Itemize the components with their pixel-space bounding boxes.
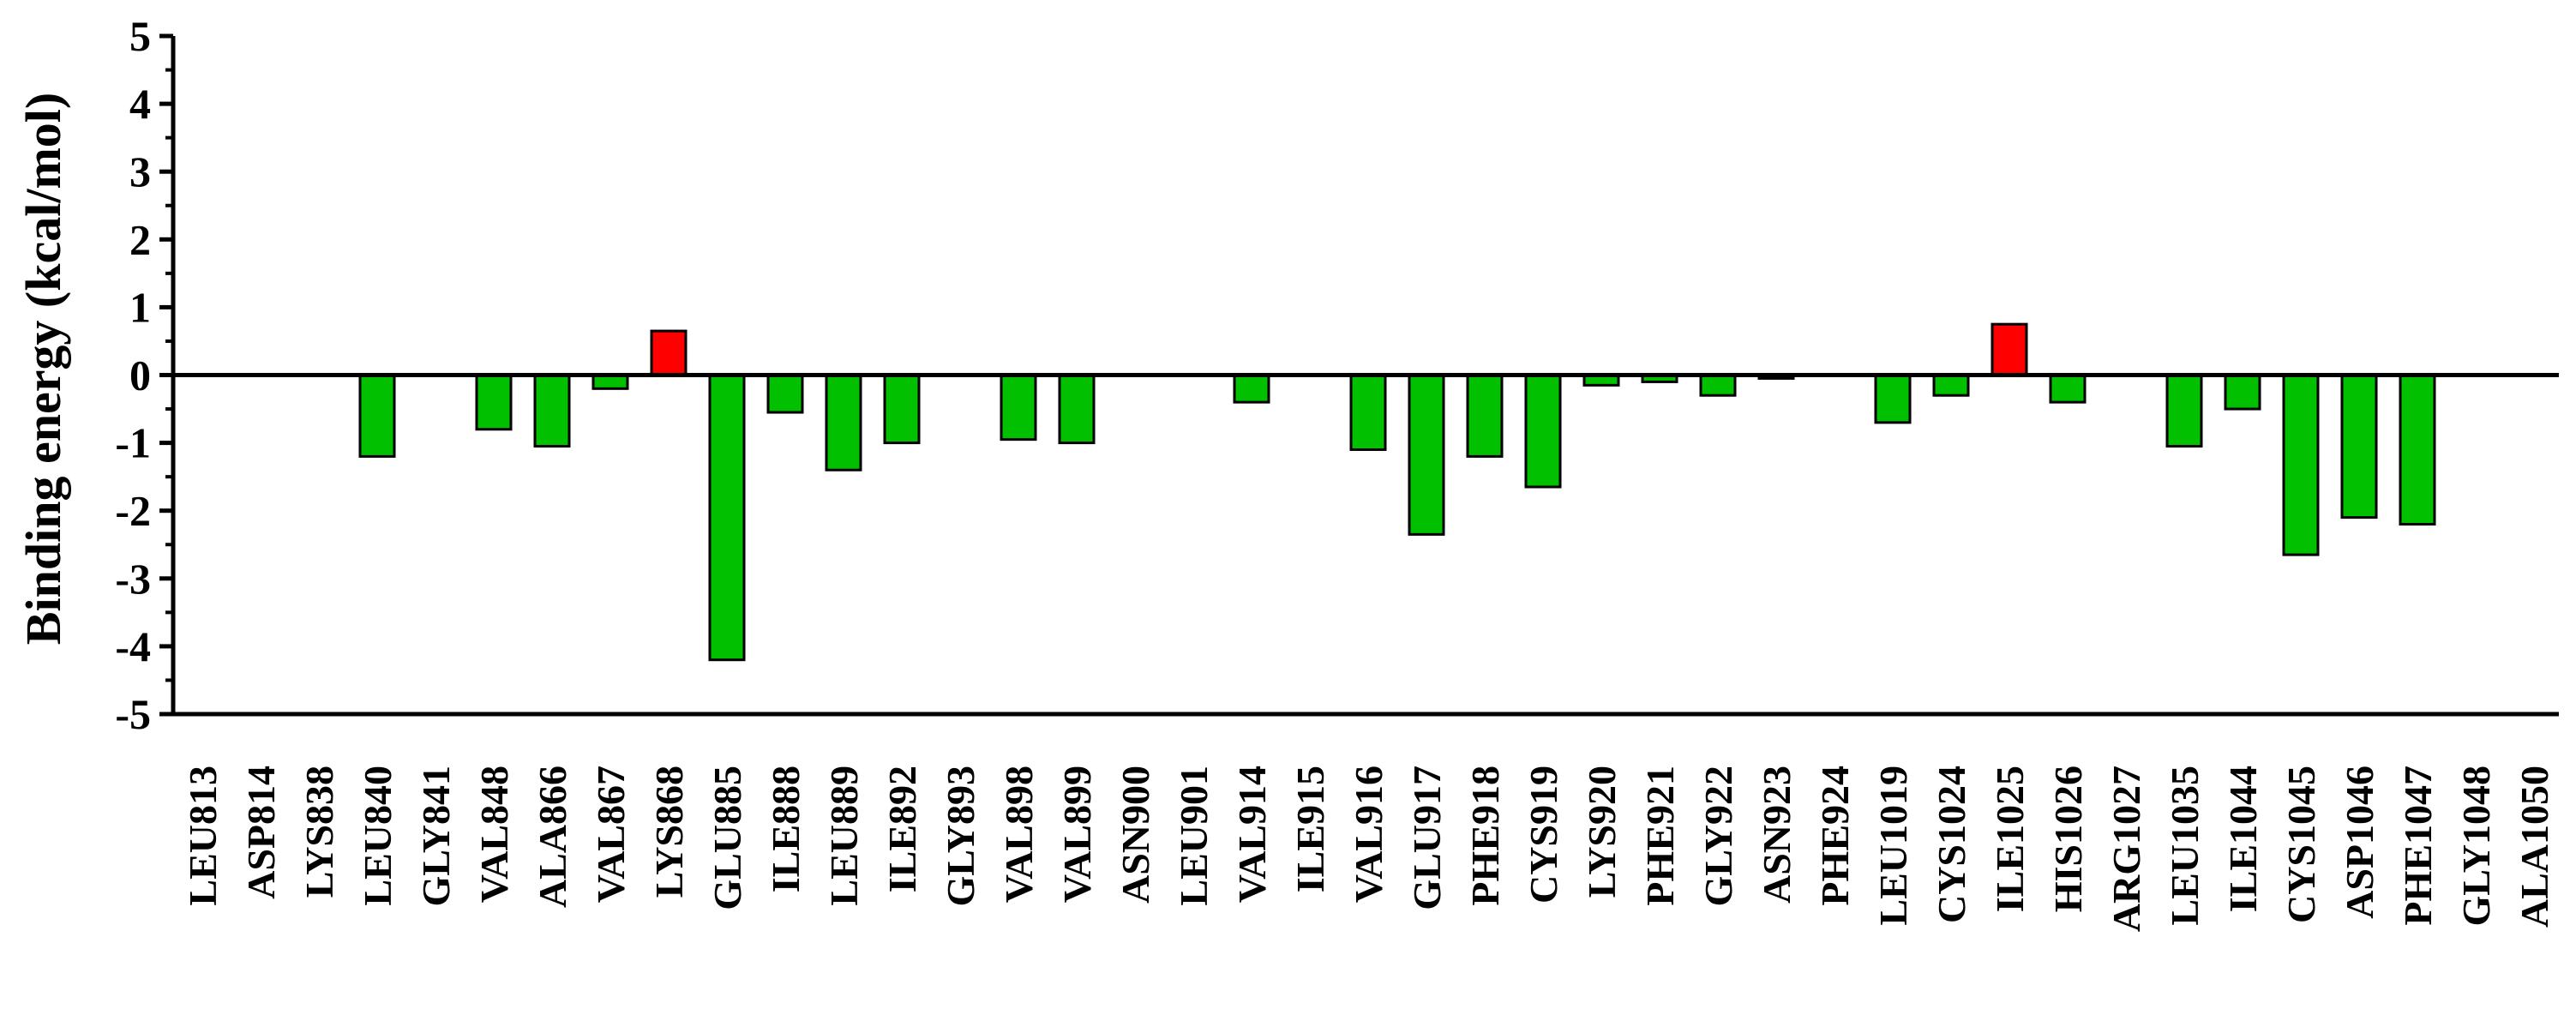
x-category-label: ALA1050 (2513, 766, 2556, 928)
x-category-label: PHE924 (1813, 766, 1857, 906)
y-tick-label: -3 (115, 555, 151, 603)
bar (883, 374, 921, 445)
y-tick-label: 1 (129, 283, 151, 331)
bar (1233, 374, 1270, 404)
x-category-label: ASN900 (1114, 766, 1157, 904)
bar (1000, 374, 1037, 441)
x-category-label: ARG1027 (2105, 766, 2148, 932)
bar (475, 374, 513, 431)
x-category-label: LYS920 (1580, 766, 1624, 898)
bar (2224, 374, 2261, 411)
x-category-label: ASP814 (239, 766, 283, 899)
x-category-label: PHE918 (1463, 766, 1507, 906)
x-category-label: VAL899 (1055, 766, 1099, 903)
bar (1058, 374, 1096, 445)
x-category-label: ILE892 (880, 766, 924, 892)
bar (766, 374, 804, 414)
bar (1699, 374, 1737, 397)
x-category-label: LEU813 (181, 766, 225, 906)
y-tick-label: 4 (129, 80, 151, 128)
x-category-label: GLY893 (939, 766, 982, 906)
x-category-label: LYS868 (647, 766, 691, 898)
x-category-label: VAL898 (997, 766, 1041, 903)
x-category-label: LEU1035 (2163, 766, 2207, 926)
x-category-label: VAL916 (1347, 766, 1390, 903)
bar (1466, 374, 1504, 458)
x-category-label: GLY922 (1696, 766, 1740, 906)
x-category-label: GLU885 (706, 766, 749, 910)
x-category-label: PHE921 (1638, 766, 1682, 906)
bar (2399, 374, 2436, 526)
y-tick-label: -2 (115, 487, 151, 535)
bar (1349, 374, 1387, 452)
x-category-label: CYS1024 (1930, 766, 1973, 923)
bar (2282, 374, 2320, 556)
bar (1874, 374, 1912, 424)
y-tick-label: 0 (129, 351, 151, 399)
bar (825, 374, 862, 471)
x-category-label: LEU889 (822, 766, 866, 906)
y-axis: 5 4 3 2 1 0 -1 -2 -3 -4 -5 (115, 12, 2559, 738)
y-tick-label: 2 (129, 215, 151, 263)
x-category-label: VAL867 (589, 766, 633, 903)
bar (358, 374, 396, 458)
x-category-label: PHE1047 (2396, 766, 2440, 926)
x-category-label: CYS919 (1522, 766, 1565, 904)
x-category-label: LYS838 (297, 766, 341, 898)
x-category-label: VAL914 (1230, 766, 1274, 903)
x-category-label: ASN923 (1755, 766, 1798, 904)
bar (2340, 374, 2378, 520)
x-category-label: ILE1044 (2221, 766, 2265, 912)
x-category-label: ILE888 (764, 766, 808, 892)
x-category-label: LEU1019 (1871, 766, 1915, 926)
bar (1408, 374, 1445, 536)
bar (1991, 322, 2028, 376)
x-category-label: CYS1045 (2279, 766, 2323, 923)
x-category-label: LEU840 (356, 766, 399, 906)
bar (2165, 374, 2203, 448)
bar (708, 374, 746, 662)
bar (533, 374, 571, 448)
y-axis-title: Binding energy (kcal/mol) (15, 93, 71, 645)
x-category-label: HIS1026 (2046, 766, 2090, 912)
y-tick-label: -1 (115, 419, 151, 467)
x-category-label: VAL848 (472, 766, 516, 903)
x-category-label: ASP1046 (2338, 766, 2381, 919)
bar (1932, 374, 1970, 397)
y-tick-label: -4 (115, 622, 151, 670)
x-category-label: ALA866 (531, 766, 574, 908)
y-tick-label: 5 (129, 12, 151, 60)
x-category-label: GLU917 (1405, 766, 1449, 910)
bar (2049, 374, 2087, 404)
bar (1524, 374, 1562, 489)
bar (650, 329, 688, 376)
x-tick-labels: LEU813 ASP814 LYS838 LEU840 GLY841 VAL848 ALA8… (181, 766, 2556, 932)
x-category-label: ILE1025 (1988, 766, 2032, 912)
y-tick-label: 3 (129, 147, 151, 195)
y-tick-label: -5 (115, 690, 151, 738)
x-category-label: ILE915 (1288, 766, 1332, 892)
x-category-label: GLY1048 (2454, 766, 2498, 926)
x-category-label: GLY841 (414, 766, 458, 906)
x-category-label: LEU901 (1172, 766, 1216, 906)
